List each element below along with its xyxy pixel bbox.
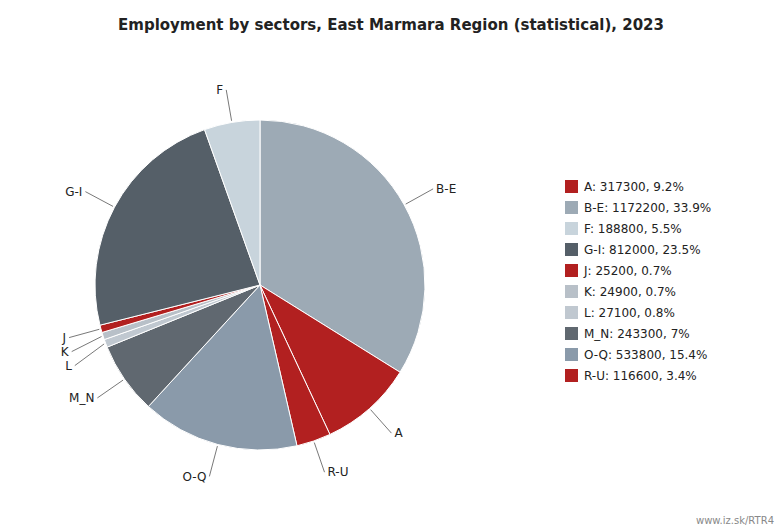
- leader-line: [371, 410, 392, 433]
- legend-label: K: 24900, 0.7%: [584, 285, 676, 299]
- legend-label: F: 188800, 5.5%: [584, 222, 682, 236]
- slice-label: L: [65, 359, 72, 373]
- legend-swatch: [565, 306, 578, 319]
- legend-label: O-Q: 533800, 15.4%: [584, 348, 707, 362]
- leader-line: [406, 189, 433, 204]
- slice-label: R-U: [328, 465, 349, 479]
- legend-item: F: 188800, 5.5%: [565, 222, 682, 236]
- leader-line: [314, 443, 324, 473]
- legend-label: M_N: 243300, 7%: [584, 327, 690, 341]
- legend-swatch: [565, 369, 578, 382]
- slice: [205, 120, 260, 285]
- legend-item: L: 27100, 0.8%: [565, 306, 675, 320]
- leader-line: [209, 446, 217, 476]
- legend-swatch: [565, 348, 578, 361]
- leader-line: [69, 329, 99, 337]
- leader-line: [85, 192, 113, 207]
- slice-label: M_N: [69, 391, 94, 405]
- legend-item: R-U: 116600, 3.4%: [565, 369, 697, 383]
- background: [0, 0, 782, 532]
- legend-label: L: 27100, 0.8%: [584, 306, 675, 320]
- legend-swatch: [565, 264, 578, 277]
- legend-item: J: 25200, 0.7%: [565, 264, 672, 278]
- slice-label: K: [61, 345, 70, 359]
- leader-line: [72, 337, 102, 352]
- legend-label: A: 317300, 9.2%: [584, 180, 684, 194]
- slice-label: J: [62, 331, 67, 345]
- watermark: www.iz.sk/RTR4: [696, 515, 774, 526]
- leader-line: [75, 344, 104, 366]
- leader-line: [226, 90, 231, 121]
- legend-item: B-E: 1172200, 33.9%: [565, 201, 711, 215]
- legend-item: O-Q: 533800, 15.4%: [565, 348, 707, 362]
- slice-label: B-E: [436, 182, 456, 196]
- legend-label: B-E: 1172200, 33.9%: [584, 201, 711, 215]
- slice-label: F: [216, 83, 223, 97]
- legend-swatch: [565, 285, 578, 298]
- legend-swatch: [565, 180, 578, 193]
- legend-swatch: [565, 201, 578, 214]
- legend-swatch: [565, 222, 578, 235]
- legend-label: R-U: 116600, 3.4%: [584, 369, 697, 383]
- legend-item: M_N: 243300, 7%: [565, 327, 690, 341]
- legend-swatch: [565, 327, 578, 340]
- legend-item: K: 24900, 0.7%: [565, 285, 676, 299]
- slice-label: G-I: [65, 185, 82, 199]
- slice-label: A: [394, 426, 403, 440]
- leader-line: [97, 380, 123, 398]
- legend: A: 317300, 9.2% B-E: 1172200, 33.9% F: 188…: [565, 180, 711, 383]
- legend-label: G-I: 812000, 23.5%: [584, 243, 701, 257]
- legend-item: G-I: 812000, 23.5%: [565, 243, 701, 257]
- title: Employment by sectors, East Marmara Regi…: [118, 16, 664, 34]
- legend-item: A: 317300, 9.2%: [565, 180, 684, 194]
- pie: B-E A R-U O-Q M_N LKJ G-I F: [61, 83, 456, 484]
- slice-label: O-Q: [182, 470, 206, 484]
- legend-label: J: 25200, 0.7%: [583, 264, 672, 278]
- legend-swatch: [565, 243, 578, 256]
- chart: Employment by sectors, East Marmara Regi…: [0, 0, 782, 532]
